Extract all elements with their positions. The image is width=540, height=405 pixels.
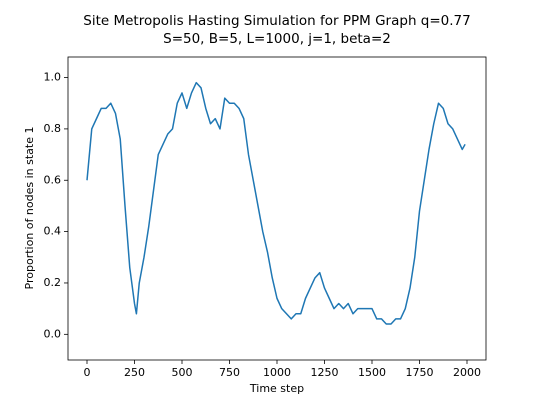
chart-title: Site Metropolis Hasting Simulation for P… [83,13,470,29]
x-tick-label: 1250 [311,366,339,379]
data-line [86,81,466,325]
chart-subtitle: S=50, B=5, L=1000, j=1, beta=2 [163,31,391,47]
x-tick-label: 1750 [406,366,434,379]
y-axis-label: Proportion of nodes in state 1 [23,127,36,290]
x-tick-label: 750 [219,366,240,379]
y-tick-label: 0.6 [44,173,62,186]
x-tick-label: 1000 [263,366,291,379]
y-tick-label: 0.2 [44,276,62,289]
x-tick-label: 1500 [358,366,386,379]
x-tick-label: 250 [124,366,145,379]
x-tick-label: 2000 [453,366,481,379]
x-tick-label: 500 [172,366,193,379]
x-tick-label: 0 [84,366,91,379]
y-tick-label: 0.8 [44,122,62,135]
y-tick-label: 0.4 [44,225,62,238]
y-tick-label: 0.0 [44,327,62,340]
x-axis-label: Time step [249,382,304,395]
y-tick-label: 1.0 [44,71,62,84]
plot-frame [67,56,487,361]
